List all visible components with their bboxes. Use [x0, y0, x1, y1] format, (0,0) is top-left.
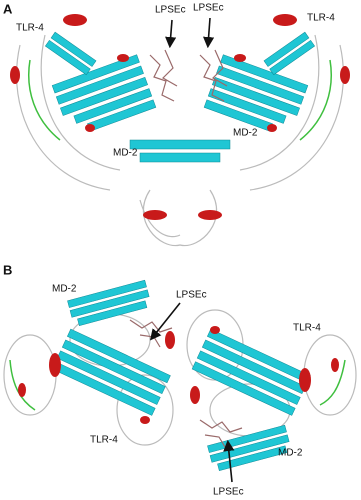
annotation: MD-2: [113, 148, 138, 159]
annotation: MD-2: [52, 284, 77, 295]
annotation: TLR-4: [293, 323, 321, 334]
annotation: TLR-4: [90, 435, 118, 446]
annotation: MD-2: [233, 128, 258, 139]
arrow: [203, 17, 215, 49]
annotation: TLR-4: [16, 23, 44, 34]
panel-label: A: [3, 1, 13, 16]
annotation: LPSEc: [176, 290, 207, 301]
arrow: [165, 19, 177, 49]
arrow: [223, 439, 235, 483]
arrow: [150, 302, 181, 341]
annotation: LPSEc: [193, 3, 224, 14]
structure-a: [10, 14, 350, 247]
annotation: LPSEc: [155, 5, 186, 16]
annotation: LPSEc: [213, 487, 244, 498]
annotation: TLR-4: [307, 13, 335, 24]
structure-b: [3, 279, 357, 471]
panel-label: B: [3, 262, 12, 277]
annotation: MD-2: [278, 448, 303, 459]
